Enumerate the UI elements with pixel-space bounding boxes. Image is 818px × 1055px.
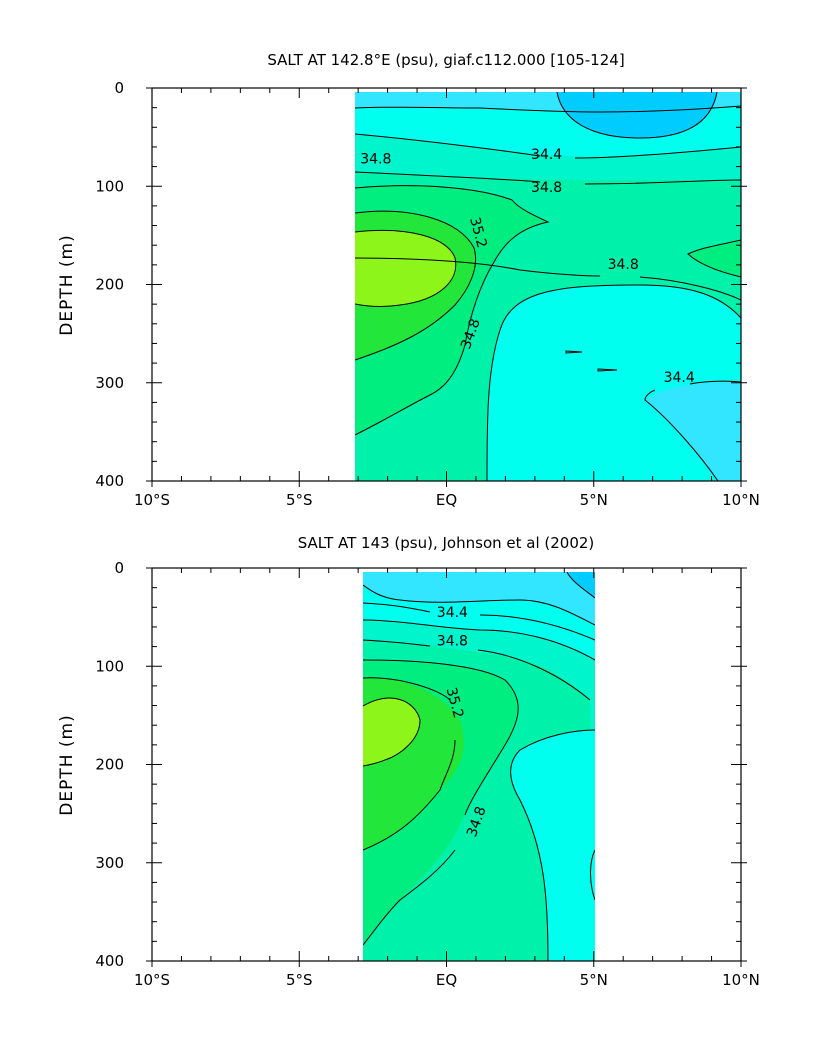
- bottom-contour-label: 34.8: [437, 634, 468, 650]
- bottom-contour-lines: [363, 572, 595, 961]
- bottom-x-tick-label: 10°N: [722, 971, 760, 989]
- top-x-tick-label: 5°S: [286, 491, 313, 509]
- top-panel: SALT AT 142.8°E (psu), giaf.c112.000 [10…: [57, 51, 760, 509]
- top-axis-ticks: 10°S 5°S EQ 5°N 10°N 0 100 200 300 400: [95, 79, 760, 509]
- bottom-x-tick-label: 10°S: [134, 971, 170, 989]
- top-contour-fill: [355, 92, 741, 481]
- bottom-y-tick-label: 400: [95, 952, 124, 970]
- bottom-y-tick-label: 0: [114, 559, 124, 577]
- bottom-y-tick-label: 100: [95, 657, 124, 675]
- bottom-y-tick-label: 200: [95, 756, 124, 774]
- top-fill-deep-min: [645, 381, 741, 481]
- bottom-contour-label: 34.4: [437, 605, 468, 621]
- top-contour-label: 34.4: [664, 370, 695, 386]
- bottom-fill-high-354: [363, 698, 420, 766]
- top-contour-labels: 34.8 34.434.835.234.834.834.4: [360, 147, 695, 386]
- top-contour-label: 35.2: [466, 216, 490, 250]
- bottom-fill-surface-min: [567, 572, 595, 598]
- bottom-x-tick-label: 5°S: [286, 971, 313, 989]
- bottom-panel: SALT AT 143 (psu), Johnson et al (2002): [57, 534, 760, 989]
- top-y-tick-label: 300: [95, 374, 124, 392]
- bottom-x-tick-label: EQ: [436, 971, 457, 989]
- top-contour-label: 34.8: [360, 152, 391, 168]
- top-contour-label: 34.8: [531, 180, 562, 196]
- top-fill-high-354: [355, 230, 456, 307]
- top-y-tick-label: 0: [114, 79, 124, 97]
- bottom-fill-surface-low: [363, 572, 595, 625]
- top-panel-title: SALT AT 142.8°E (psu), giaf.c112.000 [10…: [267, 51, 624, 69]
- bottom-contour-fill: [363, 572, 595, 961]
- bottom-y-axis-label: DEPTH (m): [57, 714, 77, 815]
- bottom-y-tick-label: 300: [95, 854, 124, 872]
- bottom-contour-label: 35.2: [443, 686, 467, 720]
- top-fill-deep-low: [487, 285, 741, 481]
- top-fill-surface-min: [557, 92, 717, 138]
- bottom-panel-title: SALT AT 143 (psu), Johnson et al (2002): [298, 534, 595, 552]
- top-contour-label: 34.8: [608, 257, 639, 273]
- top-x-tick-label: EQ: [436, 491, 457, 509]
- top-x-tick-label: 10°S: [134, 491, 170, 509]
- bottom-axis-ticks: 10°S 5°S EQ 5°N 10°N 0 100 200 300 400: [95, 559, 760, 989]
- bottom-x-tick-label: 5°N: [580, 971, 608, 989]
- top-y-axis-label: DEPTH (m): [57, 234, 77, 335]
- top-x-tick-label: 10°N: [722, 491, 760, 509]
- top-x-tick-label: 5°N: [580, 491, 608, 509]
- top-y-tick-label: 400: [95, 472, 124, 490]
- top-contour-lines: [355, 92, 741, 481]
- top-y-tick-label: 200: [95, 276, 124, 294]
- bottom-fill-low-east: [510, 730, 595, 961]
- top-y-tick-label: 100: [95, 177, 124, 195]
- top-contour-label: 34.4: [531, 147, 562, 163]
